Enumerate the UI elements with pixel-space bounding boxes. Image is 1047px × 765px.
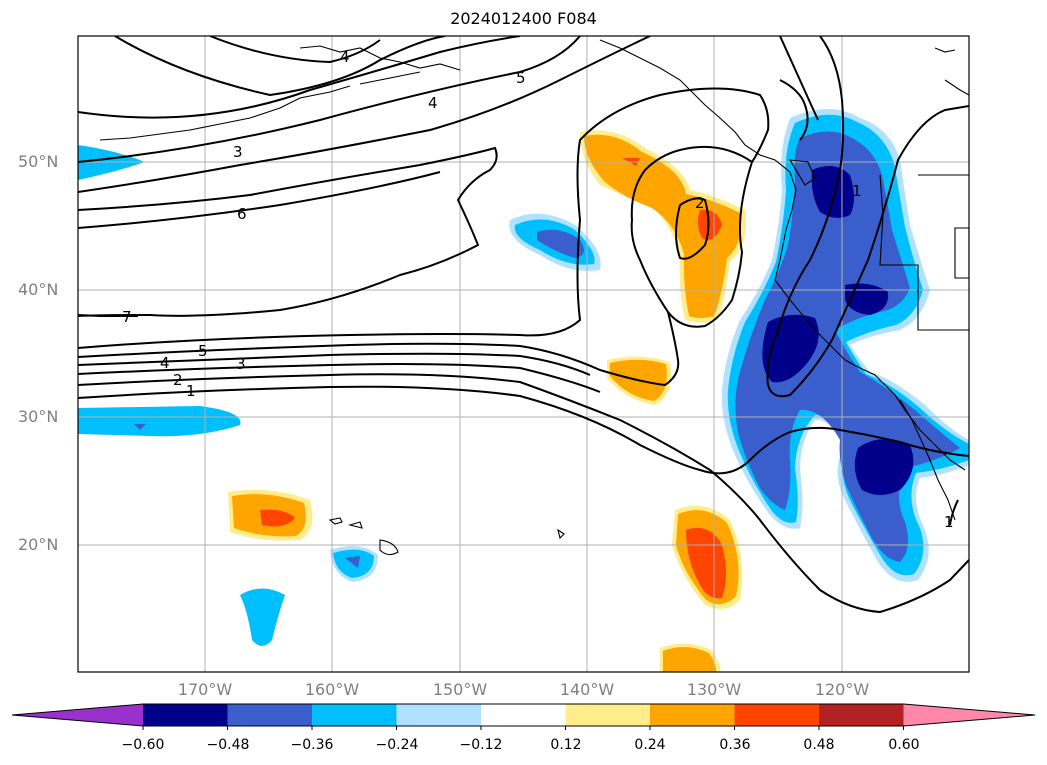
colorbar-tick-label: 0.36 [719, 737, 751, 753]
contour-label: 1 [944, 513, 954, 531]
contour-label: 4 [160, 354, 170, 372]
graticule [78, 36, 969, 672]
lon-label-160w: 160°W [304, 680, 360, 699]
map-frame [77, 35, 970, 673]
contour-label: 1 [852, 182, 862, 200]
contour-label: 4 [340, 48, 350, 66]
lon-label-120w: 120°W [814, 680, 870, 699]
colorbar-tick-label: −0.60 [121, 737, 165, 753]
colorbar-segment [734, 704, 820, 726]
map-plot-area: 4 5 4 3 6 7 5 4 3 2 1 2 1 1 [78, 36, 969, 672]
contour-label: 1 [186, 382, 196, 400]
colorbar-tick-label: 0.24 [634, 737, 666, 753]
colorbar-segment [650, 704, 735, 726]
contour-label: 2 [695, 194, 705, 212]
lon-label-170w: 170°W [177, 680, 233, 699]
lat-label-30n: 30°N [18, 407, 59, 426]
colorbar-tick-label: 0.12 [550, 737, 582, 753]
colorbar-segment [227, 704, 313, 726]
colorbar-tick-label: −0.24 [375, 737, 419, 753]
contour-label: 6 [237, 205, 247, 223]
colorbar-tick-label: 0.60 [888, 737, 920, 753]
colorbar-segment [143, 704, 228, 726]
contour-lines [78, 36, 969, 614]
colorbar-segment [396, 704, 482, 726]
lon-label-140w: 140°W [559, 680, 615, 699]
contour-label: 2 [173, 371, 183, 389]
colorbar-extend-max [903, 704, 1035, 726]
colorbar-tick-label: −0.12 [459, 737, 503, 753]
lat-label-20n: 20°N [18, 535, 59, 554]
lat-label-40n: 40°N [18, 280, 59, 299]
colorbar-tick-label: −0.36 [290, 737, 334, 753]
lat-label-50n: 50°N [18, 152, 59, 171]
lon-label-150w: 150°W [432, 680, 488, 699]
colorbar [11, 703, 1036, 730]
map-title: 2024012400 F084 [450, 9, 597, 28]
coastlines [99, 39, 969, 556]
contour-label: 4 [428, 94, 438, 112]
colorbar-tick-label: 0.48 [803, 737, 835, 753]
contour-label: 5 [516, 69, 526, 87]
contour-labels: 4 5 4 3 6 7 5 4 3 2 1 2 1 1 [122, 48, 954, 531]
shaded-field [78, 109, 969, 672]
contour-label: 7 [122, 308, 132, 326]
contour-label: 3 [236, 355, 246, 373]
colorbar-tick-label: −0.48 [206, 737, 250, 753]
colorbar-segment [819, 704, 904, 726]
colorbar-extend-min [12, 704, 143, 726]
colorbar-segment [312, 704, 397, 726]
contour-label: 3 [233, 143, 243, 161]
colorbar-segment [565, 704, 651, 726]
colorbar-segment [481, 704, 566, 726]
lon-label-130w: 130°W [686, 680, 742, 699]
contour-label: 5 [198, 342, 208, 360]
